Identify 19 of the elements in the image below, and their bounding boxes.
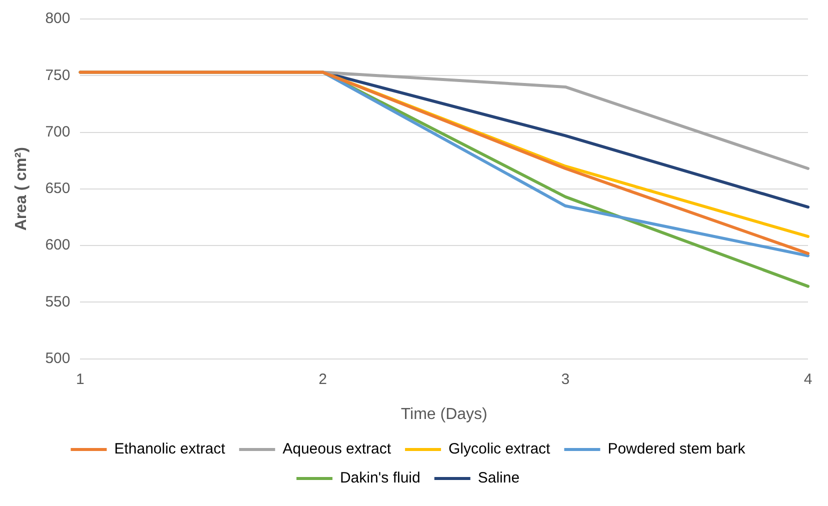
y-tick-label: 750 — [45, 66, 70, 84]
y-tick-label: 600 — [45, 236, 70, 254]
x-tick-label: 4 — [804, 370, 812, 388]
x-tick-label: 3 — [561, 370, 570, 388]
x-tick-label: 1 — [76, 370, 84, 388]
legend-label: Powdered stem bark — [608, 440, 746, 458]
y-tick-label: 800 — [45, 10, 70, 28]
legend-label: Aqueous extract — [282, 440, 392, 458]
y-tick-label: 500 — [45, 350, 70, 367]
legend-label: Ethanolic extract — [114, 440, 226, 458]
x-tick-label: 2 — [318, 370, 327, 388]
y-tick-label: 650 — [45, 180, 70, 198]
y-tick-label: 550 — [45, 293, 70, 310]
x-axis-title: Time (Days) — [400, 406, 488, 423]
y-tick-label: 700 — [45, 123, 70, 140]
y-axis-title: Area ( cm²) — [13, 147, 30, 231]
legend-label: Saline — [478, 470, 520, 487]
legend-label: Glycolic extract — [448, 440, 552, 458]
legend-label: Dakin's fluid — [340, 470, 420, 487]
